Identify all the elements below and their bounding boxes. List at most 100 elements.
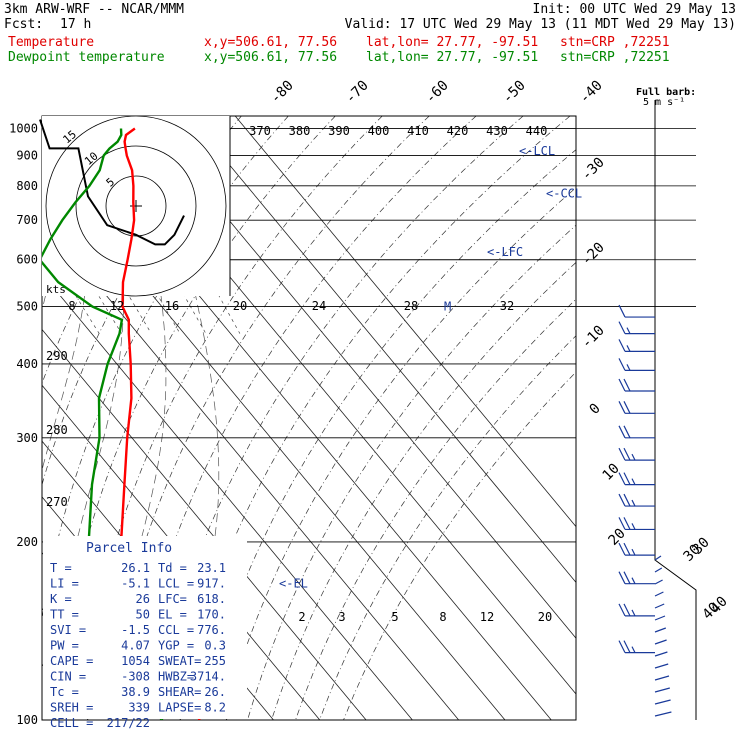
low-level-barb [654, 699, 671, 705]
moist-adiabat-line [0, 129, 14, 543]
dry-adiabat-line [103, 116, 430, 720]
wind-barb-flag [623, 571, 631, 584]
wind-barb-half [631, 478, 636, 485]
theta-tick-label: 390 [328, 124, 350, 138]
mixing-ratio-tick-label: 5 [391, 610, 398, 624]
low-level-barb [654, 675, 670, 681]
wind-barb-flag [623, 378, 631, 392]
parcel-value: 917. [197, 577, 226, 591]
hodograph-units: kts [46, 283, 66, 296]
parcel-value: 4.07 [121, 639, 150, 653]
inset-left-tick-label: 290 [46, 349, 68, 363]
wind-barb-flag [618, 472, 626, 485]
wind-barb-half [626, 327, 631, 334]
wind-barb [618, 339, 655, 352]
field-name-dewpoint: Dewpoint temperature [8, 50, 165, 65]
mixing-ratio-tick-label: 3 [338, 610, 345, 624]
parcel-value: 618. [197, 592, 226, 606]
parcel-key: LCL = [158, 577, 194, 591]
wind-barb-half [631, 548, 636, 556]
wind-barb-flag [623, 542, 631, 556]
field-latlon-temperature: lat,lon= 27.77, -97.51 [366, 35, 539, 50]
mixing-ratio-tick-label: 12 [480, 610, 494, 624]
low-level-barb [654, 579, 663, 585]
wind-barb-half [626, 345, 631, 352]
mixing-ratio-tick-label: 2 [298, 610, 305, 624]
dry-adiabat-line [343, 371, 576, 720]
parcel-value: 339 [128, 701, 150, 715]
wind-barb-flag [623, 401, 631, 414]
isotherm-line [42, 328, 367, 720]
parcel-key: K = [50, 592, 72, 606]
inset-bottom-tick-label: 16 [165, 299, 179, 313]
pressure-label: 900 [16, 149, 38, 163]
dry-adiabat-line [42, 116, 289, 622]
wind-barb-flag [623, 640, 631, 653]
parcel-value: 776. [197, 623, 226, 637]
header: 3km ARW-WRF -- NCAR/MMM Init: 00 UTC Wed… [0, 0, 740, 70]
wind-barb-flag [623, 425, 631, 439]
wind-barb [618, 571, 655, 585]
level-annotation: <-LFC [487, 245, 523, 259]
parcel-value: 8.2 [204, 701, 226, 715]
theta-tick-label: 370 [249, 124, 271, 138]
field-xy-dewpoint: x,y=506.61, 77.56 [204, 50, 338, 65]
dry-adiabat-line [199, 149, 576, 720]
parcel-value: 3714. [190, 670, 226, 684]
isotherm-tick-label: -10 [579, 323, 608, 352]
inset-bottom-tick-label: 12 [110, 299, 124, 313]
low-level-barb [654, 687, 670, 693]
theta-tick-label: 440 [526, 124, 548, 138]
level-annotation: <-EL [279, 577, 308, 591]
mixing-ratio-tick-label: 8 [439, 610, 446, 624]
theta-tick-label: 400 [368, 124, 390, 138]
low-level-barb [654, 591, 664, 597]
model-title: 3km ARW-WRF -- NCAR/MMM [4, 2, 185, 17]
low-level-barb [654, 651, 668, 657]
wind-barb [618, 493, 655, 507]
field-stn-dewpoint: stn=CRP ,72251 [560, 50, 670, 65]
isotherm-line [42, 217, 460, 720]
parcel-key: EL = [158, 608, 187, 622]
wind-barb [618, 321, 655, 335]
parcel-key: Tc = [50, 685, 79, 699]
wind-barb-flag [618, 401, 626, 414]
barb-key-title: Full barb: [636, 87, 696, 98]
low-level-barb [654, 663, 669, 669]
wind-barb-flag [618, 425, 626, 439]
isotherm-line [234, 116, 576, 528]
isotherm-tick-label: -20 [579, 240, 608, 269]
parcel-key: CAPE = [50, 654, 93, 668]
wind-barb-flag [618, 542, 626, 556]
inset-bottom-tick-label: 8 [68, 299, 75, 313]
wind-barb-flag [618, 603, 626, 617]
pressure-label: 200 [16, 535, 38, 549]
parcel-value: 0.3 [204, 639, 226, 653]
theta-tick-label: 430 [486, 124, 508, 138]
hodograph-ring [45, 115, 227, 297]
isotherm-tick-label: 10 [600, 461, 623, 484]
wind-barb-flag [623, 447, 631, 461]
isotherm-line [42, 273, 413, 720]
parcel-value: 38.9 [121, 685, 150, 699]
low-level-barb [654, 555, 662, 561]
parcel-value: -5.1 [121, 577, 150, 591]
dry-adiabat-line [271, 261, 576, 720]
parcel-key: CIN = [50, 670, 86, 684]
low-level-barb [654, 627, 667, 633]
wind-barb-flag [618, 640, 626, 653]
parcel-value: 170. [197, 608, 226, 622]
pressure-label: 500 [16, 300, 38, 314]
mixing-ratio-tick-label: 20 [538, 610, 552, 624]
inset-bottom-tick-label: 20 [233, 299, 247, 313]
isotherm-tick-label: -50 [500, 78, 529, 107]
wind-barb-flag [618, 517, 626, 530]
parcel-key: SREH = [50, 701, 93, 715]
parcel-key: Td = [158, 561, 187, 575]
low-level-barb [654, 639, 667, 645]
dry-adiabat-line [175, 116, 571, 720]
isotherm-tick-label: -80 [268, 78, 297, 107]
init-time: Init: 00 UTC Wed 29 May 13 [532, 2, 737, 17]
inset-bottom-tick-label: 24 [312, 299, 326, 313]
